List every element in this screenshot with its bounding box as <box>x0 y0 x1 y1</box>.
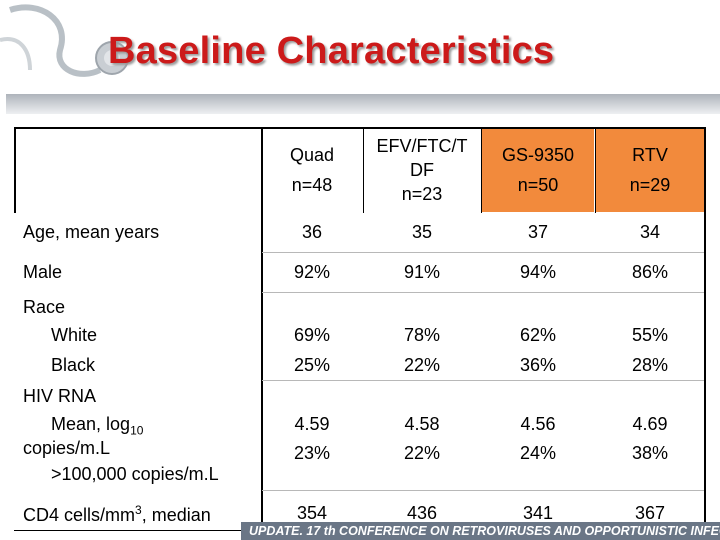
cell-hiv-mean-gs: 4.56 <box>520 414 556 434</box>
col-divider-2 <box>481 127 482 213</box>
row-label-black: Black <box>51 355 96 375</box>
cell-black-gs: 36% <box>519 355 557 375</box>
cell-male-quad: 92% <box>293 262 331 282</box>
row-label-hiv-unit: copies/m.L <box>23 438 111 458</box>
cell-cd4-efv: 436 <box>406 503 438 523</box>
row-label-white: White <box>51 325 98 345</box>
row-label-hiv-mean: Mean, log10 <box>51 414 144 438</box>
cell-hiv-over-efv: 22% <box>403 443 441 463</box>
table-border-right <box>704 127 706 540</box>
col-header-gs9350: GS-9350 n=50 <box>482 128 594 212</box>
table-border-top <box>14 127 706 129</box>
col-header-quad: Quad n=48 <box>262 128 362 212</box>
cell-male-gs: 94% <box>519 262 557 282</box>
cell-hiv-mean-quad: 4.59 <box>294 414 330 434</box>
cell-hiv-over-quad: 23% <box>293 443 331 463</box>
row-label-hiv-over: >100,000 copies/m.L <box>51 464 219 484</box>
cell-hiv-over-rtv: 38% <box>631 443 669 463</box>
row-label-hiv: HIV RNA <box>23 386 97 406</box>
cell-cd4-rtv: 367 <box>634 503 666 523</box>
cell-white-quad: 69% <box>293 325 331 345</box>
cell-hiv-over-gs: 24% <box>519 443 557 463</box>
cell-age-quad: 36 <box>301 222 323 242</box>
col-divider-1 <box>363 127 364 213</box>
cell-hiv-mean-rtv: 4.69 <box>632 414 668 434</box>
conference-banner: UPDATE. 17 th CONFERENCE ON RETROVIRUSES… <box>241 522 720 540</box>
cell-black-efv: 22% <box>403 355 441 375</box>
col-divider-3 <box>595 127 596 213</box>
cell-white-gs: 62% <box>519 325 557 345</box>
cell-male-rtv: 86% <box>631 262 669 282</box>
cell-hiv-mean-efv: 4.58 <box>404 414 440 434</box>
row-label-male: Male <box>23 262 63 282</box>
col-header-rtv: RTV n=29 <box>596 128 704 212</box>
row-divider <box>262 380 704 381</box>
row-label-age: Age, mean years <box>23 222 160 242</box>
cell-age-efv: 35 <box>411 222 433 242</box>
row-label-race: Race <box>23 297 66 317</box>
cell-black-rtv: 28% <box>631 355 669 375</box>
title-divider <box>6 94 720 114</box>
page-title: Baseline Characteristics <box>108 30 555 72</box>
row-label-cd4: CD4 cells/mm3, median <box>23 503 211 525</box>
cell-cd4-gs: 341 <box>522 503 554 523</box>
cell-cd4-quad: 354 <box>296 503 328 523</box>
table-bottom-left <box>14 530 242 531</box>
cell-male-efv: 91% <box>403 262 441 282</box>
cell-black-quad: 25% <box>293 355 331 375</box>
row-divider <box>262 252 704 253</box>
label-col-divider <box>261 127 263 540</box>
cell-white-efv: 78% <box>403 325 441 345</box>
table-border-left <box>14 127 16 213</box>
cell-age-rtv: 34 <box>639 222 661 242</box>
cell-age-gs: 37 <box>527 222 549 242</box>
stethoscope-icon <box>0 4 129 77</box>
row-divider <box>262 490 704 491</box>
col-header-efv: EFV/FTC/T DF n=23 <box>364 128 480 212</box>
row-divider <box>262 292 704 293</box>
cell-white-rtv: 55% <box>631 325 669 345</box>
